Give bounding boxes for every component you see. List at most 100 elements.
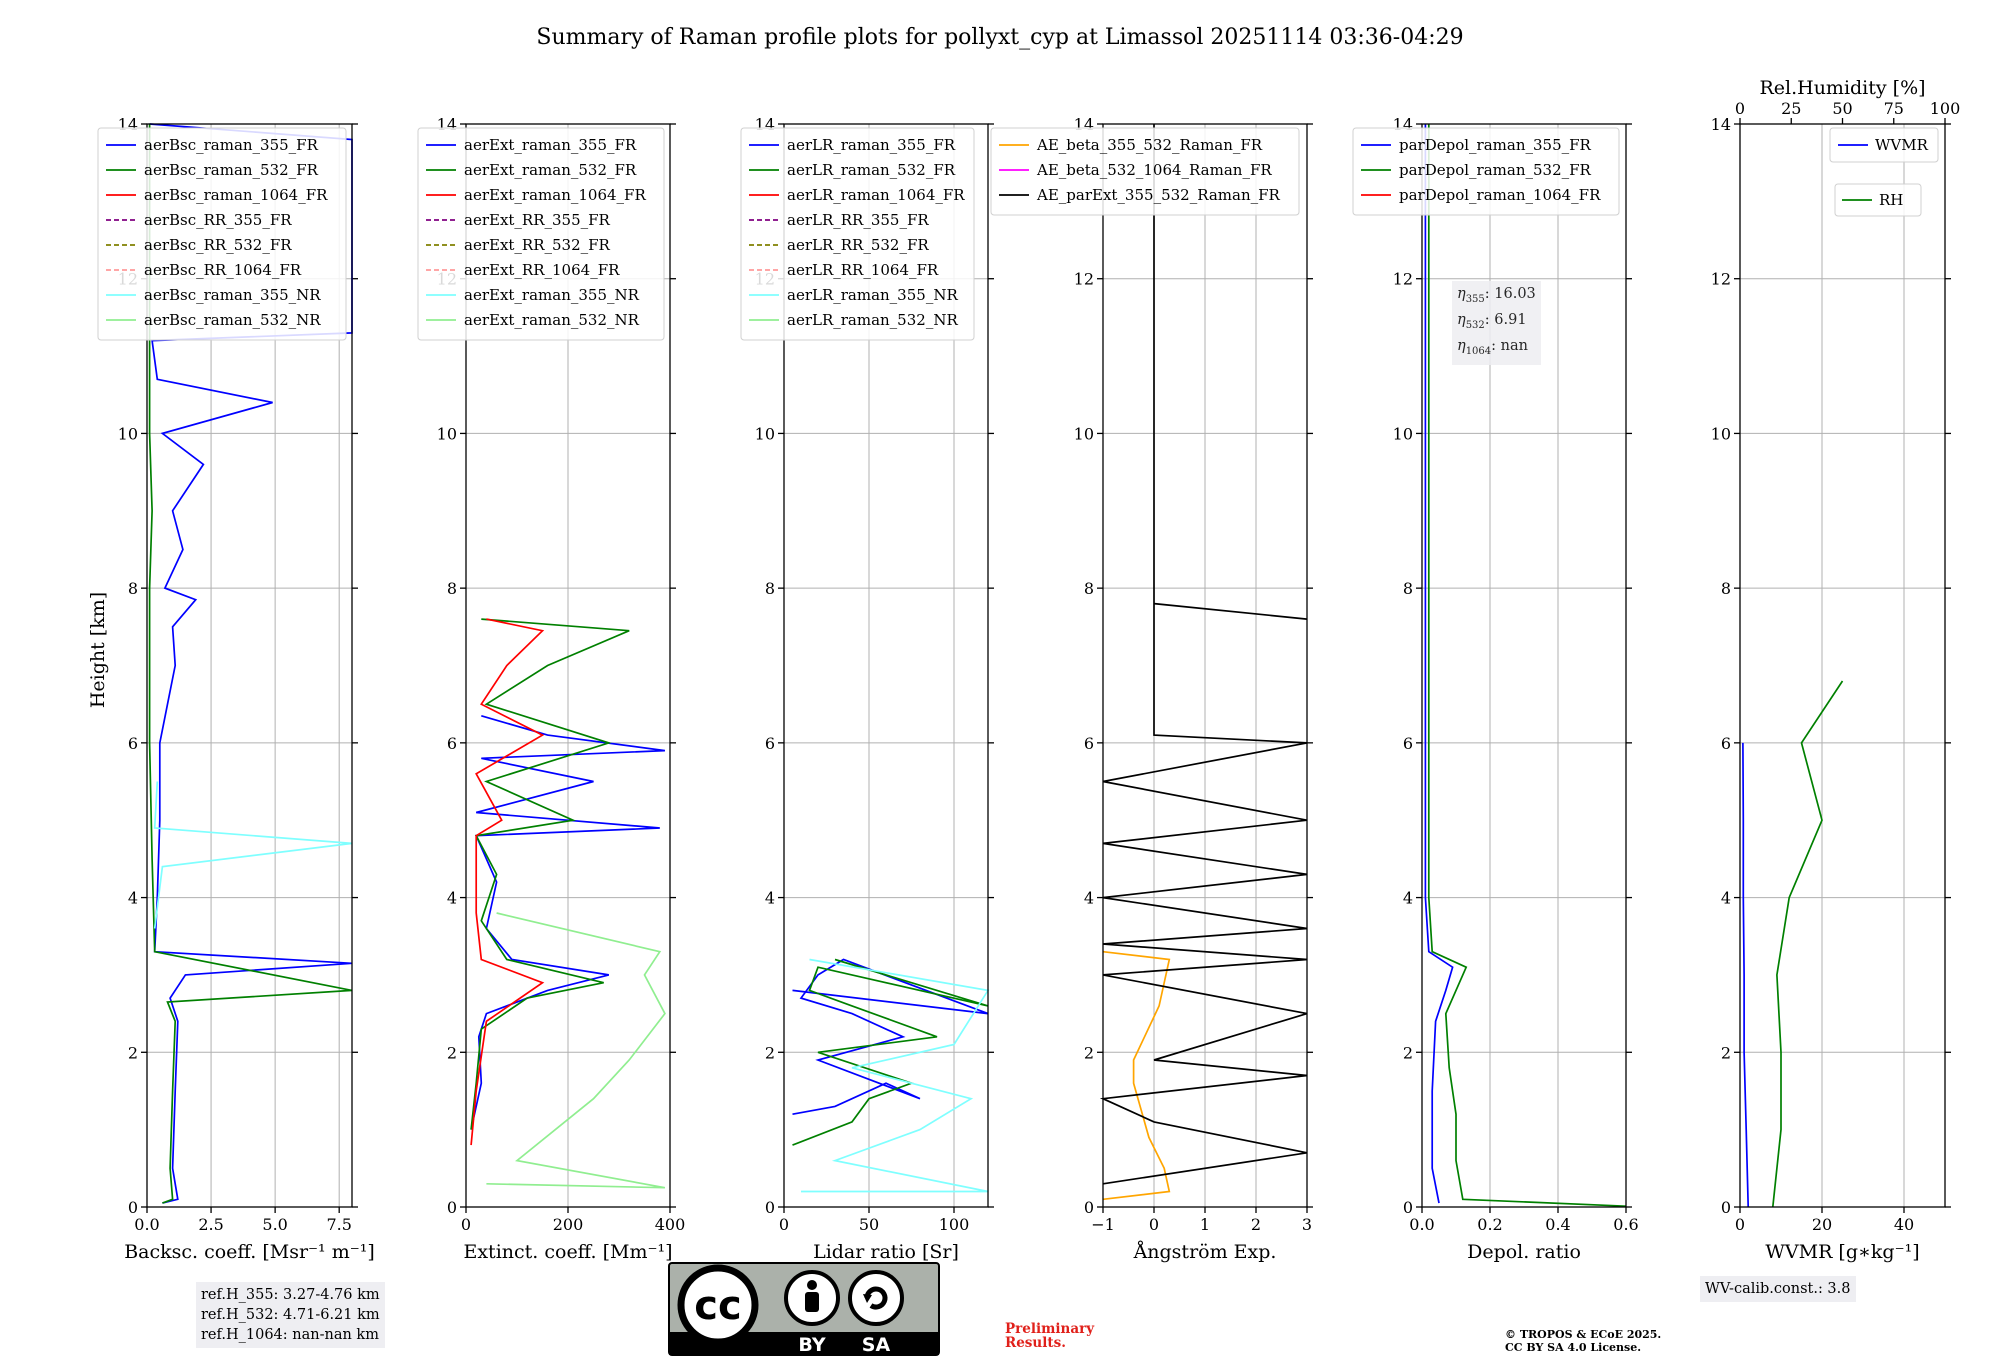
- legend-entry: aerLR_RR_355_FR: [787, 211, 929, 229]
- y-tick-label: 8: [447, 579, 457, 598]
- x-tick-label: 0.2: [1477, 1215, 1502, 1234]
- x-tick-label: 0.0: [134, 1215, 159, 1234]
- y-tick-label: 6: [765, 734, 775, 753]
- x-tick-label: 2.5: [198, 1215, 223, 1234]
- y-tick-label: 0: [128, 1198, 138, 1217]
- x-tick-label: 2: [1251, 1215, 1261, 1234]
- series-aerExt_raman_355_FR: [470, 714, 666, 1130]
- x-axis-label: Extinct. coeff. [Mm⁻¹]: [463, 1241, 672, 1263]
- y-tick-label: 10: [1393, 424, 1413, 443]
- panel-wv: 0 20 40 0 2 4 6 8 10 12 14 WVMR [g∗kg⁻¹] 0 25 50 75 100 R…: [1711, 77, 1961, 1263]
- legend-lr: aerLR_raman_355_FR aerLR_raman_532_FR aerL…: [740, 127, 975, 341]
- legend-entry: aerLR_raman_355_FR: [787, 136, 956, 154]
- eta-box: η355: 16.03 η532: 6.91 η1064: nan: [1452, 281, 1541, 365]
- x-tick-label: 3: [1302, 1215, 1312, 1234]
- x-tick-label: 40: [1894, 1215, 1914, 1234]
- x-tick-label: 0: [1735, 1215, 1745, 1234]
- figure-title: Summary of Raman profile plots for polly…: [536, 25, 1463, 50]
- axes-frame: [1421, 123, 1627, 1208]
- series-aerLR_raman_355_NR: [801, 958, 990, 1193]
- x-tick-label: 1: [1200, 1215, 1210, 1234]
- axes-frame: [783, 123, 989, 1208]
- legend-entry: aerExt_raman_532_NR: [464, 311, 640, 329]
- legend-wvmr: WVMR: [1829, 127, 1939, 163]
- legend-entry: aerBsc_raman_1064_FR: [144, 186, 328, 204]
- y-tick-label: 0: [1084, 1198, 1094, 1217]
- legend-entry: aerBsc_raman_355_NR: [144, 286, 321, 304]
- y-tick-label: 2: [1403, 1043, 1413, 1062]
- series-aerLR_raman_532_FR: [792, 958, 989, 1146]
- legend-entry: aerExt_RR_1064_FR: [464, 261, 620, 279]
- y-tick-label: 6: [447, 734, 457, 753]
- x-tick-label: 0.0: [1409, 1215, 1434, 1234]
- legend-entry: aerExt_raman_532_FR: [464, 161, 637, 179]
- x-tick-label: 0: [461, 1215, 471, 1234]
- y-tick-label: 4: [447, 889, 457, 908]
- series-RH: [1771, 680, 1844, 1208]
- legend-entry: aerBsc_RR_355_FR: [144, 211, 292, 229]
- legend-entry: RH: [1879, 191, 1903, 209]
- x-tick-label: 50: [859, 1215, 879, 1234]
- series-aerExt_raman_532_FR: [470, 618, 630, 1130]
- x-tick-label: 0: [1149, 1215, 1159, 1234]
- legend-entry: AE_beta_532_1064_Raman_FR: [1036, 161, 1272, 179]
- share-alike-icon: [848, 1270, 904, 1326]
- by-label: BY: [798, 1334, 825, 1356]
- x-tick-label: 0.6: [1613, 1215, 1638, 1234]
- y-tick-label: 12: [1074, 270, 1094, 289]
- x-tick-label: 0.4: [1545, 1215, 1570, 1234]
- legend-entry: aerLR_raman_1064_FR: [787, 186, 965, 204]
- y-tick-label: 10: [118, 424, 138, 443]
- legend-entry: aerBsc_raman_532_NR: [144, 311, 321, 329]
- legend-entry: aerBsc_raman_532_FR: [144, 161, 319, 179]
- y-tick-label: 2: [1721, 1043, 1731, 1062]
- x-tick-label: 200: [553, 1215, 584, 1234]
- x-tick-label: 20: [1812, 1215, 1832, 1234]
- y-tick-label: 4: [1403, 889, 1413, 908]
- series-aerBsc_raman_532_FR: [148, 124, 353, 1204]
- legend-entry: aerBsc_raman_355_FR: [144, 136, 319, 154]
- y-tick-label: 6: [1721, 734, 1731, 753]
- series-WVMR: [1742, 742, 1750, 1208]
- series-parDepol_raman_532_FR: [1427, 124, 1627, 1208]
- x-tick-label: 7.5: [326, 1215, 351, 1234]
- series-AE_beta_355_532_Raman_FR: [1102, 950, 1171, 1201]
- legend-entry: aerLR_RR_532_FR: [787, 236, 929, 254]
- axes-frame: [1739, 123, 1946, 1208]
- legend-entry: aerExt_RR_532_FR: [464, 236, 611, 254]
- eta-1064: : nan: [1491, 337, 1528, 354]
- legend-rh: RH: [1834, 183, 1922, 217]
- y-tick-label: 2: [447, 1043, 457, 1062]
- reference-height-box: ref.H_355: 3.27-4.76 km ref.H_532: 4.71-…: [196, 1282, 385, 1348]
- y-tick-label: 8: [128, 579, 138, 598]
- legend-entry: aerExt_raman_355_NR: [464, 286, 640, 304]
- y-tick-label: 2: [765, 1043, 775, 1062]
- legend-entry: parDepol_raman_1064_FR: [1399, 186, 1601, 204]
- x-tick-label: 5.0: [262, 1215, 287, 1234]
- y-tick-label: 8: [1084, 579, 1094, 598]
- top-tick-label: 50: [1832, 99, 1852, 118]
- legend-ext: aerExt_raman_355_FR aerExt_raman_532_FRae…: [417, 127, 665, 341]
- y-tick-label: 12: [1393, 270, 1413, 289]
- x-axis-label: Backsc. coeff. [Msr⁻¹ m⁻¹]: [124, 1241, 375, 1263]
- y-tick-label: 4: [1721, 889, 1731, 908]
- legend-entry: aerLR_raman_532_NR: [787, 311, 958, 329]
- legend-ae: AE_beta_355_532_Raman_FR AE_beta_532_1064…: [990, 127, 1300, 216]
- legend-entry: AE_beta_355_532_Raman_FR: [1036, 136, 1263, 154]
- legend-entry: aerBsc_RR_1064_FR: [144, 261, 302, 279]
- y-tick-label: 8: [1721, 579, 1731, 598]
- axes-frame: [465, 123, 671, 1208]
- y-tick-label: 10: [755, 424, 775, 443]
- y-tick-label: 0: [1721, 1198, 1731, 1217]
- ref-h-1064: ref.H_1064: nan-nan km: [201, 1327, 379, 1343]
- ref-h-532: ref.H_532: 4.71-6.21 km: [201, 1307, 380, 1323]
- panel-lr: 05010002468101214Lidar ratio [Sr]aerLR_r…: [740, 115, 994, 1263]
- top-axis-label: Rel.Humidity [%]: [1759, 77, 1925, 99]
- copyright-note: © TROPOS & ECoE 2025. CC BY SA 4.0 Licen…: [1505, 1328, 1662, 1354]
- legend-entry: parDepol_raman_355_FR: [1399, 136, 1592, 154]
- y-tick-label: 2: [128, 1043, 138, 1062]
- y-tick-label: 8: [1403, 579, 1413, 598]
- legend-entry: aerBsc_RR_532_FR: [144, 236, 292, 254]
- top-tick-label: 75: [1884, 99, 1904, 118]
